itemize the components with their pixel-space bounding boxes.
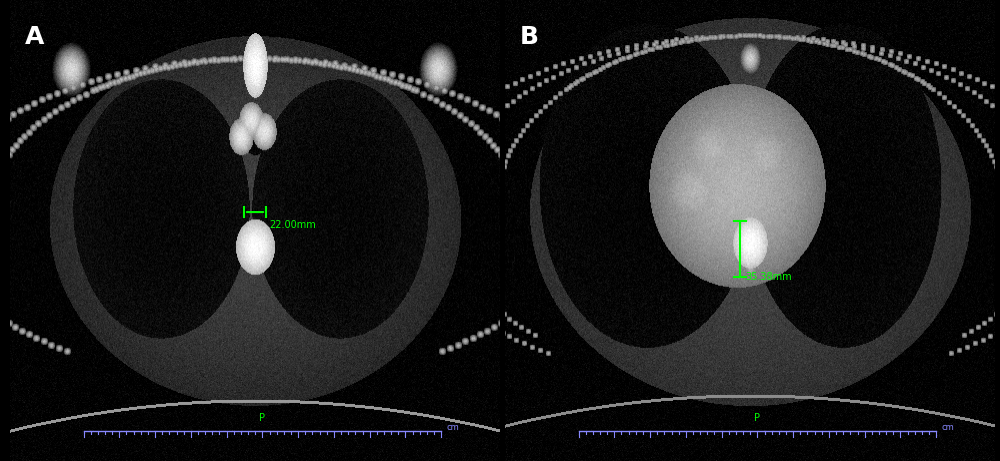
Text: P: P [754, 413, 760, 423]
Text: A: A [25, 25, 44, 49]
Text: B: B [520, 25, 539, 49]
Text: cm: cm [446, 423, 459, 431]
Text: cm: cm [941, 423, 954, 431]
Text: 35.38mm: 35.38mm [745, 272, 792, 282]
Text: 22.00mm: 22.00mm [269, 220, 316, 230]
Text: P: P [259, 413, 265, 423]
